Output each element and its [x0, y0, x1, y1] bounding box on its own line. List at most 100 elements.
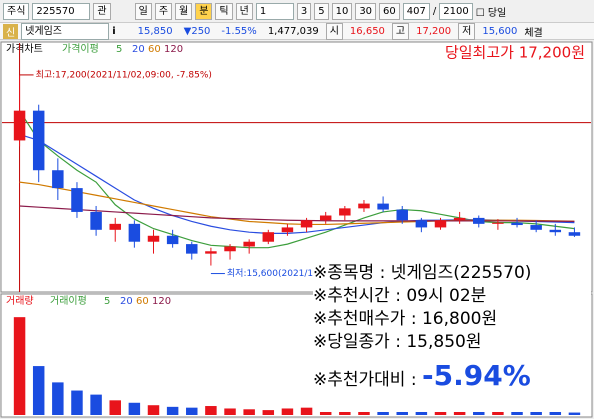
candle-body	[186, 244, 198, 254]
candle-body	[434, 220, 447, 228]
volume-bar	[453, 410, 466, 415]
step-button[interactable]: 60	[379, 2, 400, 20]
candle-body	[71, 188, 83, 212]
volume-bar	[511, 410, 523, 415]
candle-body	[492, 222, 504, 224]
candle-body	[243, 241, 255, 247]
info-line: ※추천시간 : 09시 02분	[313, 286, 487, 306]
volume-bar	[52, 382, 64, 415]
volume-title: 거래량	[6, 295, 34, 307]
step-button[interactable]: 3	[296, 2, 312, 20]
info-line: ※종목명 : 넷게임즈(225570)	[313, 263, 532, 283]
volume-bar	[109, 400, 121, 415]
count-input[interactable]: 407	[402, 2, 430, 20]
compare-line: ※추천가대비 : -5.94%	[313, 362, 591, 391]
price: 15,850	[137, 25, 173, 37]
stock-name[interactable]: 넷게임즈	[21, 22, 110, 40]
step-buttons: 3 5 10 30 60	[296, 2, 400, 20]
volume-bar	[186, 407, 198, 415]
high-note: 최고:17,200(2021/11/02,09:00, -7.85%)	[36, 69, 212, 80]
volume-legend-entry: 120	[152, 296, 171, 307]
price-panel	[0, 41, 593, 293]
candle-body	[339, 208, 351, 216]
volume-bar	[549, 410, 562, 415]
legend-entry: 20	[132, 44, 145, 55]
period-button[interactable]: 주	[154, 2, 173, 20]
today-label: 당일	[487, 7, 507, 19]
watch-button[interactable]: 관	[93, 2, 111, 20]
candle-body	[377, 203, 389, 210]
legend-entry: 60	[148, 44, 161, 55]
volume-legend-entry: 20	[120, 296, 133, 307]
step-button[interactable]: 30	[355, 2, 377, 20]
quote-bar: 신 넷게임즈 i 15,850 ▼250 -1.55% 1,477,039 시 …	[0, 22, 594, 40]
candle-body	[90, 211, 102, 230]
tag: 신	[3, 23, 19, 39]
period-button[interactable]: 일	[134, 2, 152, 20]
high: 17,200	[416, 25, 452, 37]
volume-bar	[300, 407, 313, 415]
step-button[interactable]: 5	[314, 2, 329, 20]
volume-bar	[281, 408, 294, 415]
info-line: ※추천매수가 : 16,800원	[313, 309, 498, 329]
step-button[interactable]: 10	[331, 2, 353, 20]
period-button[interactable]: 분	[195, 2, 213, 20]
rate: -1.55%	[221, 25, 257, 37]
market-select[interactable]: 주식	[3, 2, 30, 20]
open: 16,650	[349, 25, 385, 37]
volume-bar	[205, 406, 217, 415]
info-line: ※당일종가 : 15,850원	[313, 332, 482, 352]
legend-entry: 120	[164, 44, 183, 55]
period-button[interactable]: 년	[235, 2, 253, 20]
candle-body	[453, 217, 466, 221]
code-input[interactable]: 225570	[32, 2, 91, 20]
change: ▼250	[183, 25, 211, 37]
volume-bar	[492, 411, 504, 415]
volume-bar	[434, 410, 447, 415]
candle-body	[13, 110, 26, 141]
volume-bar	[147, 405, 160, 415]
ma-title: 가격이평	[62, 42, 99, 55]
compare-label: ※추천가대비 :	[313, 370, 422, 390]
today-checkbox[interactable]: ☐ 당일	[475, 7, 507, 19]
interval-input[interactable]: 1	[255, 2, 294, 20]
period-button[interactable]: 틱	[215, 2, 233, 20]
info-box: ※종목명 : 넷게임즈(225570) ※추천시간 : 09시 02분 ※추천매수가…	[313, 262, 591, 412]
legend-entry: 5	[116, 44, 122, 55]
candle-body	[415, 220, 428, 228]
volume-bar	[32, 366, 45, 415]
candle-body	[147, 235, 160, 242]
candle-body	[473, 217, 485, 224]
candle-body	[224, 246, 236, 252]
period-button[interactable]: 월	[175, 2, 193, 20]
volume-bar	[530, 411, 542, 415]
trade-tab[interactable]: 체결	[524, 27, 543, 39]
candle-body	[530, 225, 542, 230]
candle-body	[32, 110, 45, 171]
volume-ma-title: 거래이평	[50, 295, 87, 307]
volume-bar	[13, 317, 26, 415]
high-label: 고	[391, 22, 410, 40]
legend-title: 가격차트	[6, 42, 43, 55]
volume: 1,477,039	[267, 25, 319, 37]
candle-body	[300, 220, 313, 228]
candle-body	[319, 215, 332, 221]
candle-body	[511, 222, 523, 226]
candle-body	[205, 251, 217, 254]
volume-bar	[568, 412, 581, 415]
open-label: 시	[325, 22, 343, 40]
volume-legend-entry: 60	[136, 296, 149, 307]
volume-bar	[243, 409, 255, 415]
candle-body	[109, 223, 121, 230]
volume-bar	[166, 406, 179, 415]
volume-bar	[224, 408, 236, 415]
info-button[interactable]: i	[112, 25, 116, 37]
volume-bar	[90, 394, 102, 415]
headline: 당일최고가 17,200원	[445, 44, 585, 62]
total-input[interactable]: 2100	[439, 2, 473, 20]
volume-bar	[415, 410, 428, 415]
compare-value: -5.94%	[421, 359, 531, 392]
